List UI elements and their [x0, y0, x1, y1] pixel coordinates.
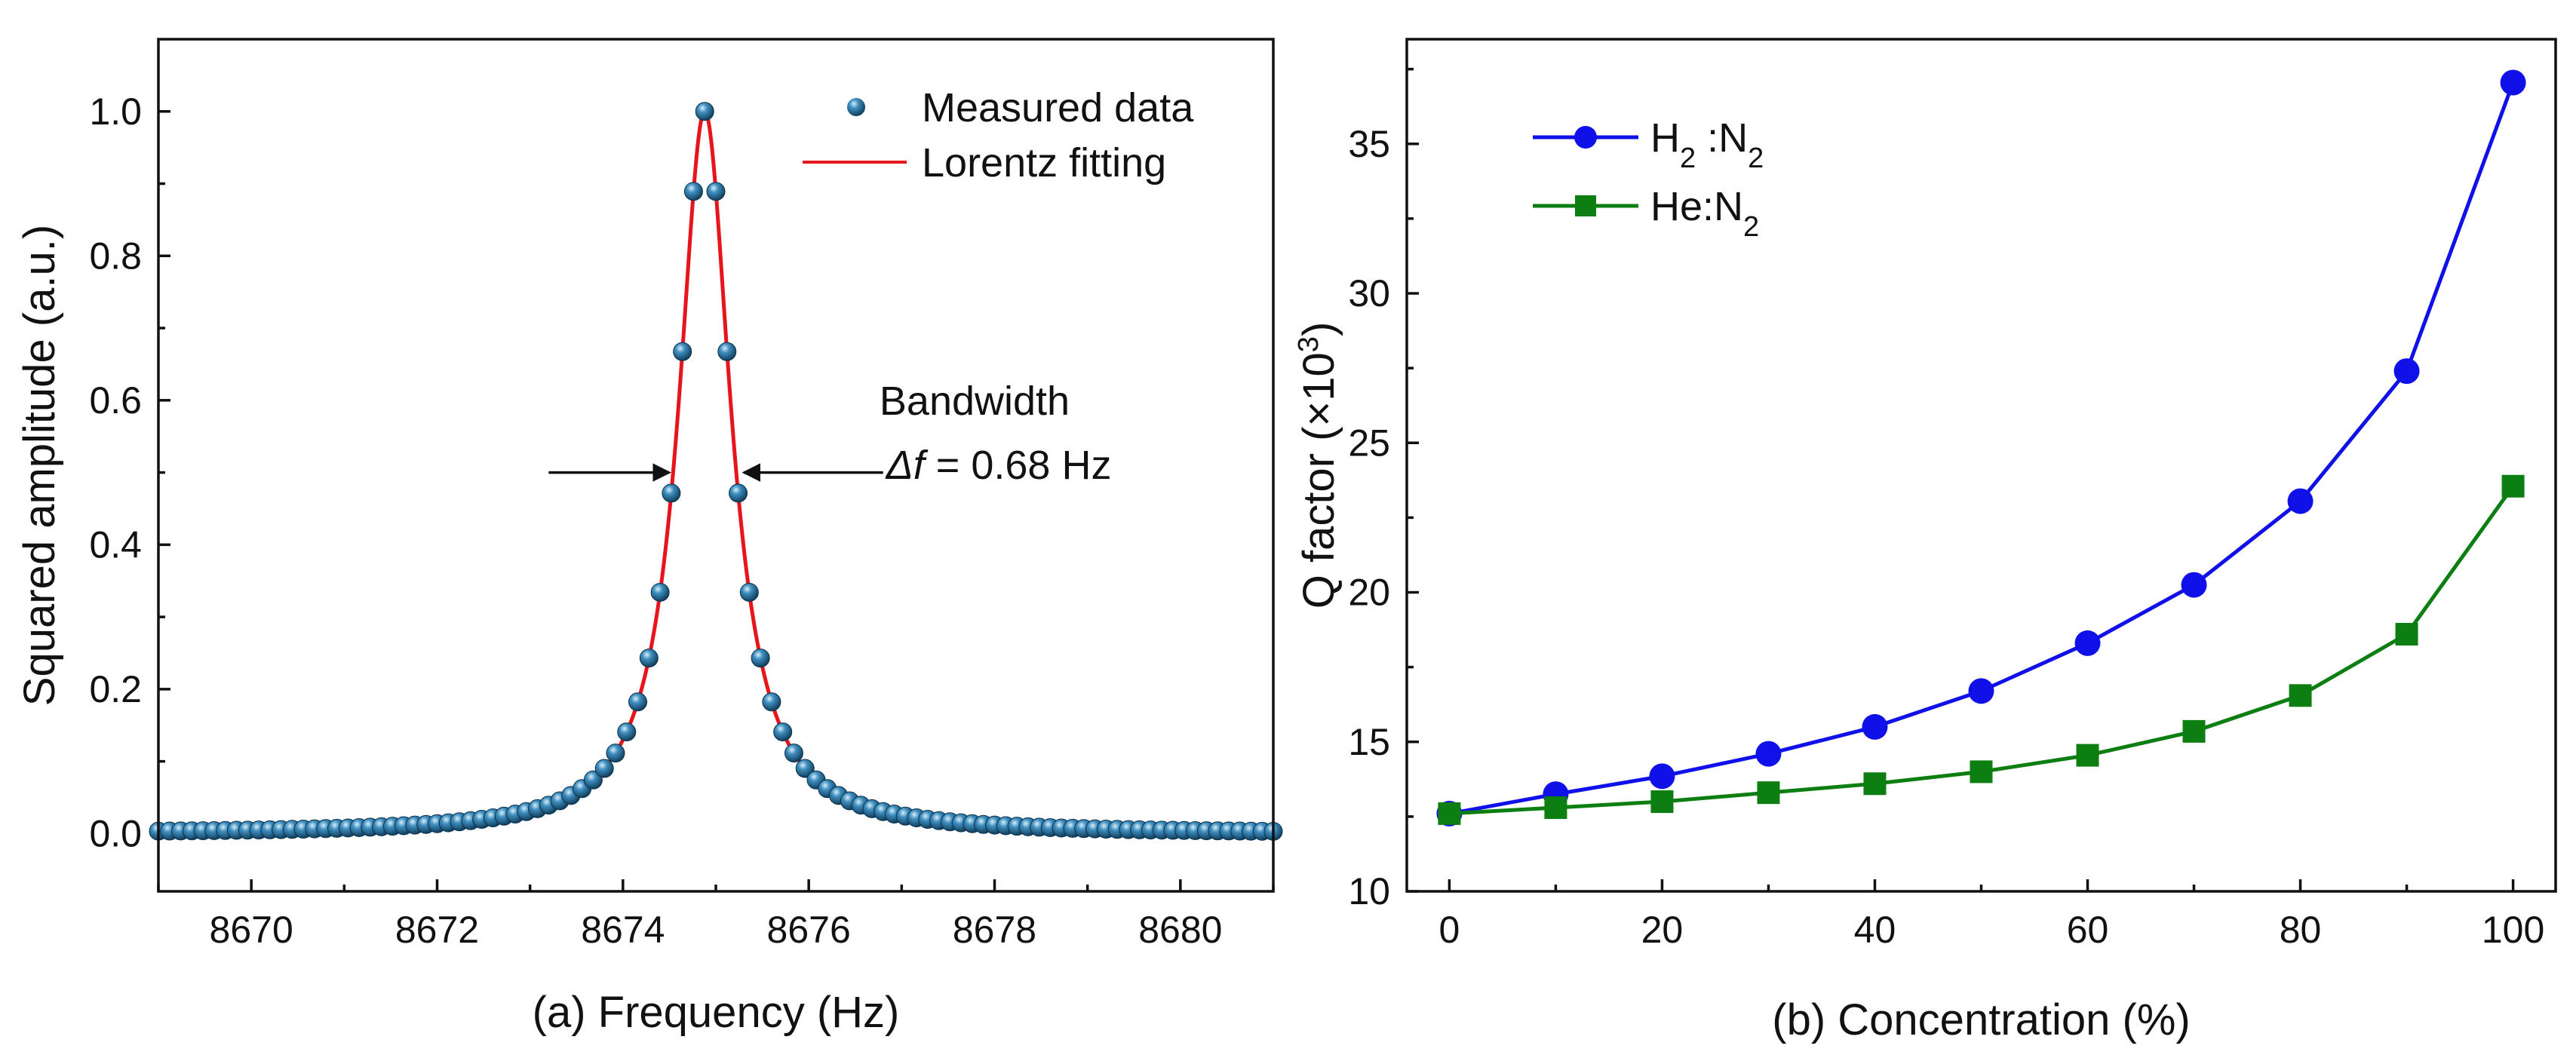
panel-a-y-tick-label: 1.0	[89, 90, 142, 133]
panel-b-y-tick-label: 25	[1348, 422, 1390, 464]
h2-n2-data-point	[2500, 69, 2526, 96]
bandwidth-value: = 0.68 Hz	[925, 443, 1112, 488]
legend-he-n2-label: He:N2	[1650, 184, 1759, 243]
measured-data-point	[673, 342, 692, 361]
bandwidth-annotation: Bandwidth Δf = 0.68 Hz	[548, 379, 1111, 488]
h2-n2-data-point	[1649, 763, 1675, 790]
panel-a-ticks: 8670 8672 8674 8676 8678 8680 0.0 0.2 0.4 0.6 0.8 1…	[89, 90, 1275, 951]
measured-data-point	[628, 692, 648, 712]
panel-a-x-tick-label: 8670	[210, 909, 293, 951]
panel-b-x-tick-label: 20	[1641, 909, 1684, 951]
panel-b-y-tick-label: 30	[1348, 272, 1390, 314]
panel-a-series	[149, 102, 1283, 841]
panel-b-legend: H2 :N2 He:N2	[1533, 115, 1764, 243]
panel-a-y-tick-label: 0.6	[89, 379, 142, 422]
panel-b-x-tick-label: 80	[2280, 909, 2322, 951]
he-n2-data-point	[1970, 760, 1993, 784]
panel-a-legend: Measured data Lorentz fitting	[803, 85, 1194, 186]
panel-b-x-tick-label: 100	[2482, 909, 2544, 951]
panel-a-x-tick-label: 8680	[1138, 909, 1222, 951]
measured-data-point	[729, 483, 748, 503]
he-n2-data-point	[1650, 790, 1674, 814]
measured-data-point	[594, 759, 614, 778]
panel-b-x-tick-label: 60	[2067, 909, 2109, 951]
he-n2-data-point	[2182, 719, 2206, 743]
measured-data-point	[617, 722, 637, 742]
he-n2-data-point	[1544, 796, 1567, 819]
panel-a-y-tick-label: 0.8	[89, 235, 142, 277]
panel-b-plot-frame	[1405, 38, 2557, 893]
legend-he-n2-marker	[1575, 195, 1596, 216]
measured-data-point	[583, 770, 603, 790]
y-label-main: Q factor (×10	[1294, 352, 1343, 609]
legend-measured-data-marker	[847, 98, 865, 116]
measured-data-point	[773, 722, 793, 742]
measured-data-point	[762, 692, 781, 712]
panel-a-y-tick-label: 0.4	[89, 523, 142, 566]
panel-a-x-tick-label: 8672	[395, 909, 479, 951]
legend-measured-data-label: Measured data	[922, 85, 1194, 130]
h2-n2-data-point	[1755, 741, 1782, 767]
bandwidth-annotation-value: Δf = 0.68 Hz	[885, 443, 1112, 488]
h2-n2-data-point	[1968, 678, 1994, 704]
h2-n2-data-point	[1862, 713, 1888, 740]
legend-h2-n2-marker	[1574, 126, 1597, 149]
measured-data-point	[784, 744, 803, 763]
panel-b-y-tick-label: 10	[1348, 870, 1390, 912]
panel-a-x-tick-label: 8678	[953, 909, 1036, 951]
series-line-h2-n2	[1448, 81, 2515, 816]
measured-data-point	[795, 759, 815, 778]
he-n2-data-point	[1438, 802, 1461, 825]
panel-b-x-tick-label: 40	[1854, 909, 1896, 951]
panel-b-q-factor-chart: 0 20 40 60 80 100 10 15 20 25 30 35 (b) Concentrati…	[1293, 38, 2557, 1044]
panel-b-x-axis-label: (b) Concentration (%)	[1772, 995, 2190, 1044]
panel-a-y-tick-label: 0.0	[89, 812, 142, 854]
measured-data-point	[606, 744, 625, 763]
he-n2-data-point	[2395, 623, 2418, 646]
measured-data-point	[695, 102, 714, 121]
he-n2-data-point	[2076, 744, 2099, 767]
panel-a-x-axis-label: (a) Frequency (Hz)	[533, 988, 900, 1037]
panel-b-y-tick-label: 15	[1348, 721, 1390, 763]
panel-b-y-axis-label: Q factor (×103)	[1293, 322, 1343, 609]
h2-n2-data-point	[2074, 630, 2101, 656]
y-label-superscript: 3	[1293, 336, 1325, 352]
panel-a-x-tick-label: 8676	[767, 909, 851, 951]
panel-a-plot-frame	[157, 38, 1275, 893]
panel-b-y-tick-label: 35	[1348, 123, 1390, 165]
measured-data-point	[706, 182, 726, 201]
measured-data-point	[739, 582, 759, 602]
measured-data-point	[650, 582, 670, 602]
panel-a-x-tick-label: 8674	[581, 909, 665, 951]
panel-a-y-tick-label: 0.2	[89, 668, 142, 710]
y-label-end: )	[1294, 322, 1343, 336]
measured-data-point	[751, 649, 770, 668]
measured-data-point	[683, 182, 703, 201]
panel-a-y-axis-label: Squared amplitude (a.u.)	[15, 225, 64, 706]
panel-a-lorentz-chart: 8670 8672 8674 8676 8678 8680 0.0 0.2 0.4 0.6 0.8 1…	[15, 38, 1283, 1037]
h2-n2-data-point	[2287, 488, 2313, 514]
panel-b-ticks: 0 20 40 60 80 100 10 15 20 25 30 35	[1348, 67, 2544, 951]
panel-b-series	[1436, 69, 2526, 826]
legend-h2-n2-label: H2 :N2	[1650, 115, 1764, 174]
h2-n2-data-point	[2393, 358, 2420, 385]
delta-f-symbol: Δf	[885, 443, 929, 488]
he-n2-data-point	[1757, 781, 1780, 805]
h2-n2-data-point	[2181, 572, 2207, 598]
panel-b-y-tick-label: 20	[1348, 572, 1390, 614]
measured-data-point	[662, 483, 681, 503]
he-n2-data-point	[2501, 474, 2525, 498]
he-n2-data-point	[2289, 684, 2312, 707]
measured-data-point	[639, 649, 659, 668]
bandwidth-annotation-title: Bandwidth	[880, 379, 1070, 424]
panel-b-x-tick-label: 0	[1439, 909, 1460, 951]
he-n2-data-point	[1863, 772, 1887, 796]
legend-lorentz-fitting-label: Lorentz fitting	[922, 140, 1166, 186]
measured-data-point	[717, 342, 737, 361]
